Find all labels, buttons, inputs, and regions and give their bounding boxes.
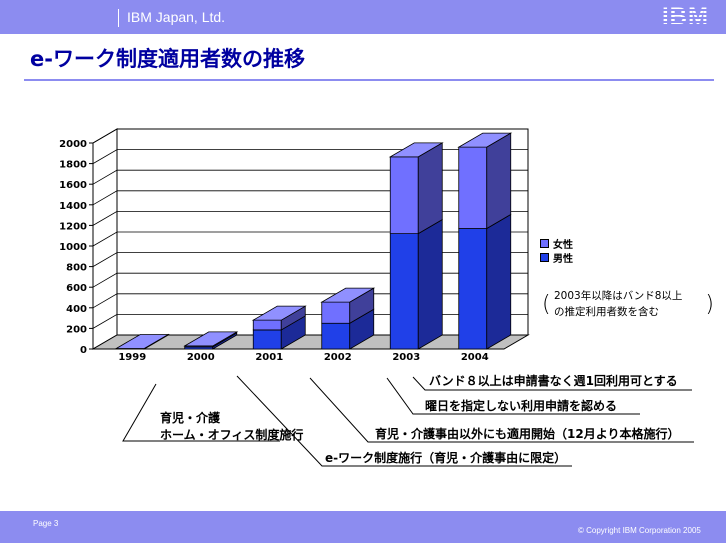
company-name: IBM Japan, Ltd. [127,9,226,25]
title-divider [24,79,714,81]
ibm-logo: IBM [662,3,709,30]
annotation-1999-line-2: ホーム・オフィス制度施行 [160,428,304,442]
y-tick-label-1800: 1800 [59,160,87,171]
header-bar: IBM Japan, Ltd. IBM [0,0,726,34]
leader-line-1 [122,383,280,442]
copyright: © Copyright IBM Corporation 2005 [578,526,701,535]
legend-item-male: 男性 [540,250,573,265]
leader-line-2 [236,375,572,467]
y-tick-label-800: 800 [66,263,87,274]
header-separator [118,9,119,27]
leader-line-4 [386,377,640,415]
leader-line-5 [412,376,692,391]
annotation-ework-start: e-ワーク制度施行（育児・介護事由に限定） [325,451,567,465]
bar-2001-top [251,305,307,321]
annotation-1999-line-1: 育児・介護 [160,411,221,425]
page-number: Page 3 [33,519,59,528]
page-title: e-ワーク制度適用者数の推移 [30,47,305,71]
y-tick-label-400: 400 [66,304,87,315]
y-tick-label-1200: 1200 [59,221,87,232]
chart-legend: 女性 男性 [540,236,573,265]
note-line-2: の推定利用者数を含む [554,306,659,318]
y-tick-label-200: 200 [66,324,87,335]
bar-2004-top [457,132,513,148]
legend-swatch-female [540,238,549,248]
legend-item-female: 女性 [540,236,573,251]
bar-1999-top [114,334,170,349]
x-tick-label-2000: 2000 [187,352,215,363]
x-tick-label-2002: 2002 [324,352,352,363]
annotation-band8: バンド８以上は申請書なく週1回利用可とする [429,374,678,388]
x-tick-label-1999: 1999 [118,352,146,363]
annotation-expansion: 育児・介護事由以外にも適用開始（12月より本格施行） [375,427,680,441]
bar-2003-top [388,142,444,158]
legend-label-male: 男性 [553,253,573,265]
note-line-1: 2003年以降はバンド8以上 [554,290,683,302]
x-tick-label-2003: 2003 [392,352,420,363]
y-tick-label-0: 0 [80,345,87,356]
bar-2002-top [320,287,376,303]
y-tick-label-600: 600 [66,283,87,294]
gridline-1800 [92,149,528,164]
x-tick-label-2001: 2001 [255,352,283,363]
legend-label-female: 女性 [553,239,573,251]
note-open-paren: ( [542,292,551,317]
estimate-note: ( 2003年以降はバンド8以上 の推定利用者数を含む ) [542,288,714,320]
y-tick-label-1600: 1600 [59,180,87,191]
y-tick-label-1000: 1000 [59,242,87,253]
annotation-any-weekday: 曜日を指定しない利用申請を認める [425,399,618,413]
bar-2000-top [183,331,239,347]
y-tick-label-1400: 1400 [59,201,87,212]
leader-line-3 [309,377,694,443]
gridline-2000 [92,128,528,144]
y-tick-label-2000: 2000 [59,139,87,150]
footer-bar: Page 3 © Copyright IBM Corporation 2005 [0,511,726,543]
note-close-paren: ) [705,292,714,317]
legend-swatch-male [540,252,549,262]
x-tick-label-2004: 2004 [461,352,489,363]
